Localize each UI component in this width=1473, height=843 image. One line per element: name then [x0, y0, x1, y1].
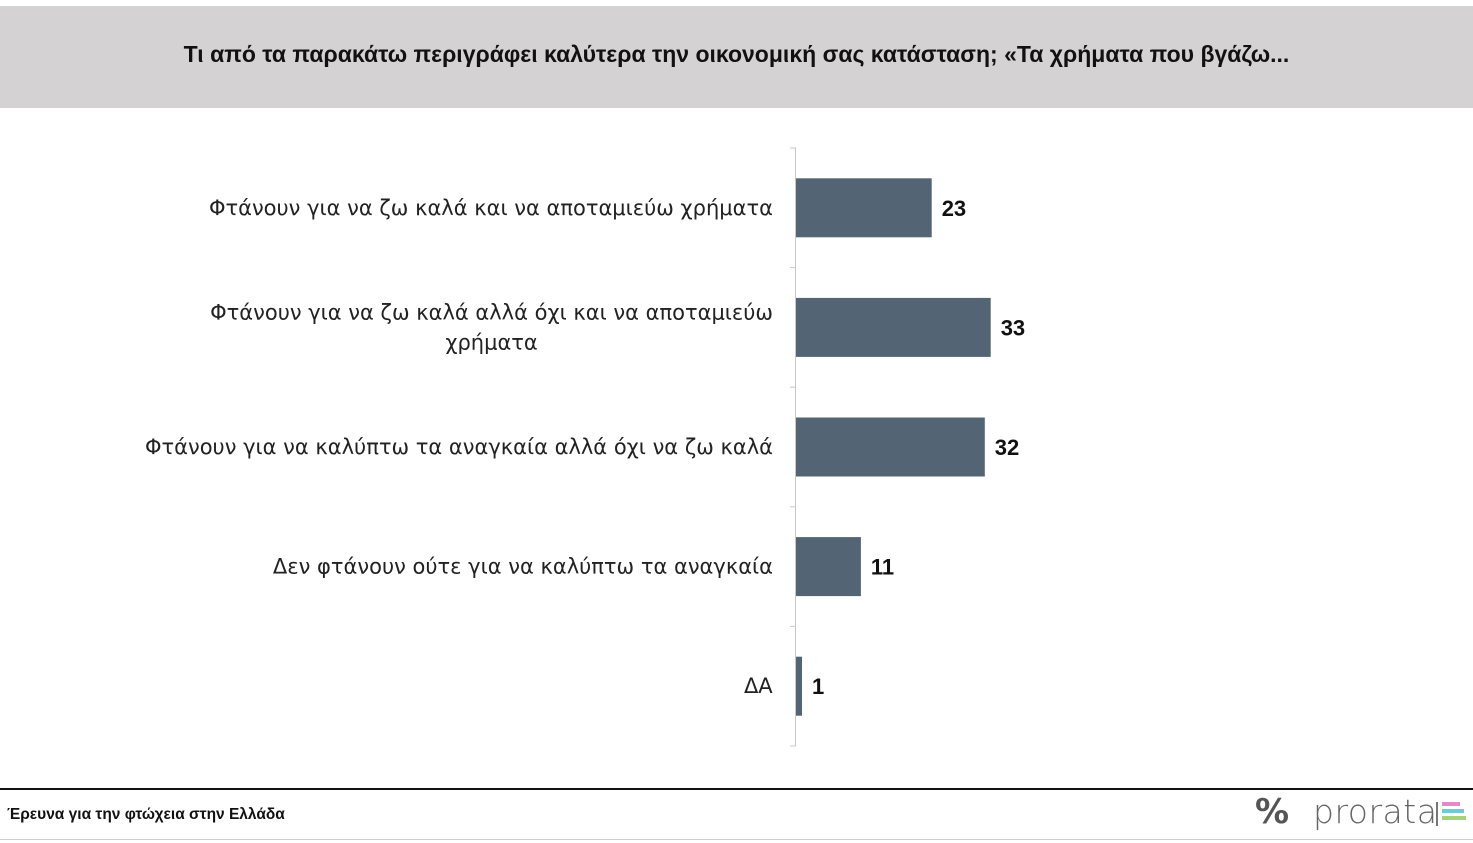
- bar: [796, 297, 991, 357]
- category-label-line: ΔΑ: [744, 674, 773, 698]
- data-label: 23: [942, 196, 966, 221]
- footer-note: Έρευνα για την φτώχεια στην Ελλάδα: [7, 806, 285, 823]
- logo-bar: [1442, 809, 1464, 813]
- footer-bottom-divider: [0, 839, 1473, 840]
- percent-icon: %: [1255, 792, 1290, 832]
- category-label: ΔΑ: [744, 674, 773, 698]
- logo-text: prorata: [1313, 792, 1438, 831]
- prorata-logo: % prorata: [1253, 790, 1468, 836]
- logo-bars-icon: [1436, 802, 1466, 826]
- bar: [796, 417, 985, 477]
- logo-bar: [1442, 802, 1460, 806]
- category-label: Δεν φτάνουν ούτε για να καλύπτω τα αναγκ…: [273, 555, 773, 579]
- header-bar: Τι από τα παρακάτω περιγράφει καλύτερα τ…: [0, 6, 1473, 108]
- category-label-line: χρήματα: [445, 330, 537, 354]
- data-label: 32: [995, 435, 1019, 460]
- bar: [796, 537, 861, 597]
- logo-bar: [1442, 816, 1466, 820]
- bar: [796, 656, 802, 716]
- category-label: Φτάνουν για να ζω καλά αλλά όχι και να α…: [210, 300, 773, 354]
- category-label: Φτάνουν για να ζω καλά και να αποταμιεύω…: [209, 196, 773, 220]
- bar: [796, 178, 932, 238]
- category-label-line: Δεν φτάνουν ούτε για να καλύπτω τα αναγκ…: [273, 555, 773, 579]
- logo-divider: [1436, 802, 1438, 826]
- page-title: Τι από τα παρακάτω περιγράφει καλύτερα τ…: [183, 40, 1290, 67]
- data-label: 33: [1001, 315, 1025, 340]
- data-label: 11: [871, 555, 894, 580]
- category-label-line: Φτάνουν για να ζω καλά αλλά όχι και να α…: [210, 300, 773, 324]
- footer-divider: [0, 788, 1473, 790]
- data-label: 1: [812, 674, 824, 699]
- category-label-line: Φτάνουν για να καλύπτω τα αναγκαία αλλά …: [145, 435, 773, 459]
- category-label: Φτάνουν για να καλύπτω τα αναγκαία αλλά …: [145, 435, 773, 459]
- category-label-line: Φτάνουν για να ζω καλά και να αποταμιεύω…: [209, 196, 773, 220]
